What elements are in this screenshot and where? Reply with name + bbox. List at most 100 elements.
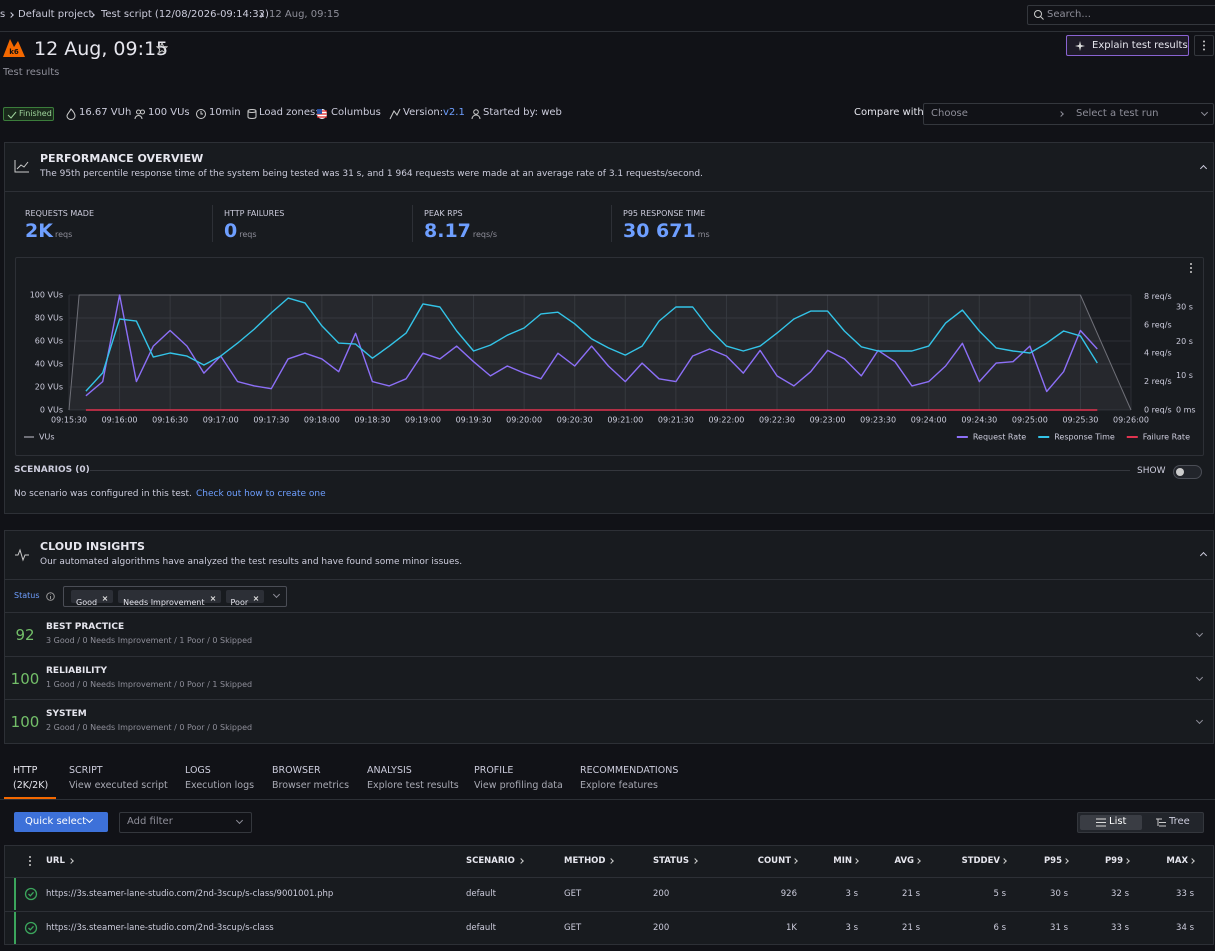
chip-remove[interactable] xyxy=(101,590,109,603)
row-divider xyxy=(5,877,1213,878)
scenarios-title: SCENARIOS (0) xyxy=(14,465,90,475)
table-cell[interactable]: https://3s.steamer-lane-studio.com/2nd-3… xyxy=(46,922,274,933)
stat-value: 30 671 xyxy=(623,220,696,242)
filter-chip[interactable]: Poor xyxy=(225,590,265,607)
column-header[interactable]: P99 xyxy=(1104,856,1123,866)
y3-tick-label: 10 s xyxy=(1176,371,1193,380)
panel-title: CLOUD INSIGHTS xyxy=(40,540,145,553)
column-header[interactable]: COUNT xyxy=(757,856,791,866)
column-header[interactable]: MIN xyxy=(833,856,852,866)
filter-chip[interactable]: Needs Improvement xyxy=(118,590,221,607)
list-button[interactable] xyxy=(1080,815,1142,830)
tab-subtitle[interactable]: Browser metrics xyxy=(272,780,350,791)
column-header[interactable]: MAX xyxy=(1166,856,1188,866)
y2-tick-label: 2 req/s xyxy=(1144,377,1172,386)
tab-title[interactable]: RECOMMENDATIONS xyxy=(580,765,679,776)
insight-title: BEST PRACTICE xyxy=(46,622,125,632)
row-check-icon xyxy=(24,886,38,901)
quick-select-button[interactable]: Quick select xyxy=(14,812,108,832)
column-header[interactable]: STDDEV xyxy=(961,856,1000,866)
table-cell[interactable]: https://3s.steamer-lane-studio.com/2nd-3… xyxy=(46,889,334,899)
column-header[interactable]: AVG xyxy=(894,856,914,866)
compare-select[interactable]: Choose Select a test run xyxy=(923,103,1214,125)
filter-chip[interactable]: Good xyxy=(71,590,114,607)
menu-dot xyxy=(1190,267,1192,269)
list-label: List xyxy=(1109,816,1127,827)
duration: 10min xyxy=(209,107,241,118)
scenario-link[interactable]: Check out how to create one xyxy=(196,489,326,499)
insight-summary: 1 Good / 0 Needs Improvement / 0 Poor / … xyxy=(46,679,253,689)
breadcrumb-item[interactable]: s xyxy=(0,9,6,20)
breadcrumb-item[interactable]: Test script (12/08/2026-09:14:32) xyxy=(101,9,269,20)
more-button[interactable] xyxy=(1194,35,1214,56)
divider xyxy=(0,799,1215,800)
tab-subtitle[interactable]: (2K/2K) xyxy=(13,780,49,791)
table-cell: GET xyxy=(564,889,582,899)
sparkle-icon xyxy=(1075,41,1085,51)
chip-label: Good xyxy=(76,598,98,607)
search-box[interactable]: Search... xyxy=(1027,5,1215,25)
x-icon xyxy=(210,596,215,601)
panel-description: The 95th percentile response time of the… xyxy=(40,169,703,179)
stat-label: PEAK RPS xyxy=(424,209,463,218)
table xyxy=(4,845,1214,945)
legend-label: VUs xyxy=(39,433,55,442)
status-multiselect[interactable]: Good Needs Improvement Poor xyxy=(63,586,287,607)
show-label: SHOW xyxy=(1137,466,1166,476)
divider xyxy=(5,579,1213,580)
x-tick-label: 09:20:00 xyxy=(506,416,542,425)
tab-title[interactable]: HTTP xyxy=(13,765,38,776)
chart-frame: 09:15:30 09:16:00 09:16:30 09:17:00 09:17:30… xyxy=(15,257,1204,456)
choose-placeholder: Choose xyxy=(931,108,968,119)
column-menu[interactable] xyxy=(27,855,33,867)
vus: 100 VUs xyxy=(148,107,190,118)
table-cell: 30 s xyxy=(1050,889,1068,899)
tab-title[interactable]: BROWSER xyxy=(272,765,321,776)
divider xyxy=(0,31,1215,32)
add-filter[interactable]: Add filter xyxy=(119,812,252,833)
logo: k6 xyxy=(3,39,25,57)
insight-summary: 3 Good / 0 Needs Improvement / 1 Poor / … xyxy=(46,636,253,645)
menu-dot xyxy=(1190,271,1192,273)
column-header[interactable]: URL xyxy=(46,856,65,866)
explain-button[interactable]: Explain test results xyxy=(1066,35,1189,56)
divider xyxy=(5,655,1213,657)
column-header[interactable]: METHOD xyxy=(564,856,606,866)
tab-subtitle[interactable]: Execution logs xyxy=(185,780,255,791)
status-label: Finished xyxy=(19,109,52,118)
chip-remove[interactable] xyxy=(252,590,260,603)
y3-tick-label: 0 ms xyxy=(1176,406,1196,415)
tab-subtitle[interactable]: View profiling data xyxy=(474,780,563,791)
search-placeholder: Search... xyxy=(1047,9,1091,20)
star-icon[interactable] xyxy=(156,42,168,54)
column-header[interactable]: P95 xyxy=(1043,856,1062,866)
chip-remove[interactable] xyxy=(209,590,217,603)
tab-title[interactable]: SCRIPT xyxy=(69,765,103,776)
panel-description: Our automated algorithms have analyzed t… xyxy=(40,557,463,567)
x-tick-label: 09:21:00 xyxy=(607,416,643,425)
table-cell: 3 s xyxy=(845,889,858,899)
table-cell: 200 xyxy=(653,889,670,899)
tab-title[interactable]: ANALYSIS xyxy=(367,765,412,776)
column-header[interactable]: STATUS xyxy=(653,856,690,866)
tab-subtitle[interactable]: View executed script xyxy=(69,780,168,791)
version-link[interactable]: v2.1 xyxy=(443,107,465,118)
tree-label[interactable]: Tree xyxy=(1169,816,1190,827)
tab-title[interactable]: LOGS xyxy=(185,765,211,776)
check-circle xyxy=(24,887,38,901)
toggle-knob xyxy=(1176,468,1184,476)
tab-title[interactable]: PROFILE xyxy=(474,765,514,776)
breadcrumb-item[interactable]: Default project xyxy=(18,9,93,20)
table-cell: 21 s xyxy=(902,922,920,933)
x-tick-label: 09:22:30 xyxy=(759,416,795,425)
tree-icon[interactable] xyxy=(1156,818,1166,827)
tab-subtitle[interactable]: Explore test results xyxy=(367,780,459,791)
list-icon xyxy=(1096,818,1106,827)
column-header[interactable]: SCENARIO xyxy=(466,856,515,866)
stat-label: HTTP FAILURES xyxy=(224,209,285,218)
compare-label: Compare with xyxy=(854,107,924,118)
tab-subtitle[interactable]: Explore features xyxy=(580,780,658,791)
x-tick-label: 09:22:00 xyxy=(708,416,744,425)
show-toggle[interactable] xyxy=(1173,465,1202,479)
x-tick-label: 09:16:00 xyxy=(102,416,138,425)
